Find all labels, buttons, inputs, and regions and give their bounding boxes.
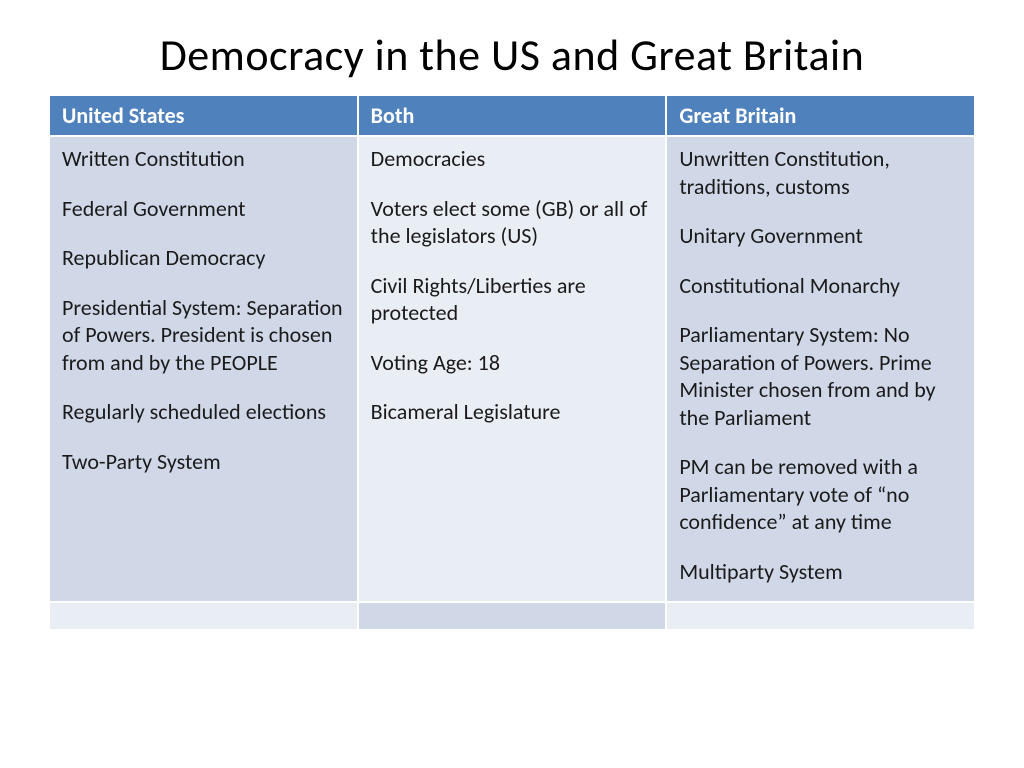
cell-gb: Unwritten Constitution, traditions, cust… (666, 136, 975, 602)
cell-paragraph: Voting Age: 18 (371, 349, 654, 377)
cell-paragraph: Presidential System: Separation of Power… (62, 294, 345, 377)
cell-paragraph: Two-Party System (62, 448, 345, 476)
footer-cell-2 (358, 602, 667, 630)
footer-cell-3 (666, 602, 975, 630)
cell-paragraph: Regularly scheduled elections (62, 398, 345, 426)
table-footer-row (49, 602, 975, 630)
cell-paragraph: Democracies (371, 145, 654, 173)
table-header-row: United States Both Great Britain (49, 95, 975, 136)
cell-both: Democracies Voters elect some (GB) or all… (358, 136, 667, 602)
cell-paragraph: Bicameral Legislature (371, 398, 654, 426)
cell-paragraph: Civil Rights/Liberties are protected (371, 272, 654, 327)
cell-paragraph: PM can be removed with a Parliamentary v… (679, 453, 962, 536)
cell-paragraph: Unitary Government (679, 222, 962, 250)
col-header-both: Both (358, 95, 667, 136)
cell-paragraph: Multiparty System (679, 558, 962, 586)
cell-us: Written Constitution Federal Government Re… (49, 136, 358, 602)
col-header-gb: Great Britain (666, 95, 975, 136)
cell-paragraph: Parliamentary System: No Separation of P… (679, 321, 962, 431)
footer-cell-1 (49, 602, 358, 630)
cell-paragraph: Republican Democracy (62, 244, 345, 272)
comparison-table: United States Both Great Britain Written… (48, 94, 976, 631)
cell-paragraph: Constitutional Monarchy (679, 272, 962, 300)
table-row: Written Constitution Federal Government Re… (49, 136, 975, 602)
cell-paragraph: Federal Government (62, 195, 345, 223)
cell-paragraph: Unwritten Constitution, traditions, cust… (679, 145, 962, 200)
col-header-us: United States (49, 95, 358, 136)
cell-paragraph: Voters elect some (GB) or all of the leg… (371, 195, 654, 250)
slide-title: Democracy in the US and Great Britain (48, 28, 976, 82)
cell-paragraph: Written Constitution (62, 145, 345, 173)
slide: Democracy in the US and Great Britain Un… (0, 0, 1024, 768)
